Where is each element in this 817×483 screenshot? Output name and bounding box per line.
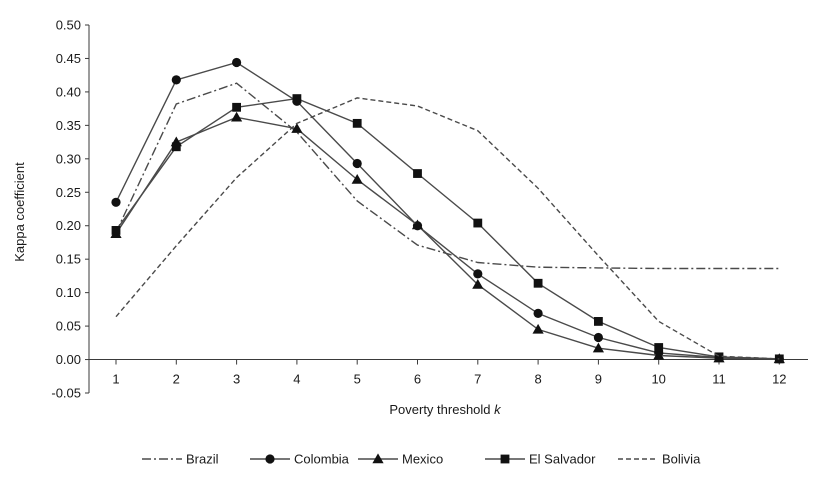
series-line-el-salvador (115, 97, 780, 360)
x-tick-label: 5 (354, 372, 361, 387)
data-point-el-salvador (654, 343, 664, 352)
data-point-colombia (593, 332, 604, 343)
data-point-el-salvador (473, 218, 483, 228)
legend-swatch-marker (500, 454, 510, 464)
data-point-mexico (653, 349, 665, 360)
x-axis-title: Poverty threshold k (389, 402, 502, 417)
x-tick-label: 10 (651, 372, 665, 387)
data-point-el-salvador (413, 169, 422, 178)
data-point-mexico (411, 219, 424, 230)
x-tick-label: 9 (595, 372, 602, 387)
data-point-el-salvador (714, 352, 724, 362)
legend-label: El Salvador (529, 452, 596, 467)
data-point-colombia (352, 158, 362, 169)
series-line-mexico (115, 116, 780, 360)
x-tick-label: 8 (534, 372, 541, 387)
y-tick-label: 0.25 (56, 185, 81, 200)
x-tick-label: 4 (293, 372, 300, 387)
y-tick-label: 0.35 (56, 118, 81, 133)
x-tick-label: 12 (772, 372, 786, 387)
legend-item-el-salvador: El Salvador (485, 452, 596, 467)
x-tick-label: 11 (712, 372, 726, 387)
data-point-colombia (171, 75, 181, 85)
legend: Brazil Colombia Mexico El Salvador Bolivia (142, 452, 701, 467)
y-tick-label: 0.40 (56, 84, 81, 99)
x-axis-title-variable: k (494, 402, 502, 417)
legend-label: Bolivia (662, 452, 701, 467)
x-tick-label: 2 (173, 372, 180, 387)
data-point-el-salvador (232, 102, 241, 112)
legend-label: Mexico (402, 452, 443, 467)
y-tick-label: 0.00 (56, 352, 81, 367)
legend-label: Colombia (294, 452, 350, 467)
axes: 0.50 0.45 0.40 0.35 0.30 0.25 0.20 0.15 0.10 0.05… (51, 18, 808, 401)
data-point-el-salvador (533, 278, 543, 288)
data-point-colombia (111, 197, 121, 207)
series-colombia (111, 57, 784, 364)
y-tick-label: -0.05 (51, 386, 81, 401)
legend-swatch-marker (265, 454, 275, 464)
legend-label: Brazil (186, 452, 219, 467)
data-point-colombia (473, 269, 483, 279)
x-tick-label: 3 (233, 372, 240, 387)
data-point-colombia (533, 308, 543, 318)
legend-item-bolivia: Bolivia (618, 452, 701, 467)
y-tick-label: 0.20 (56, 218, 81, 233)
series-layer (110, 57, 785, 364)
data-point-colombia (232, 57, 242, 68)
legend-item-mexico: Mexico (358, 452, 443, 467)
series-line-colombia (115, 61, 780, 360)
y-tick-label: 0.50 (56, 18, 81, 33)
legend-swatch-marker (372, 453, 384, 464)
series-line-brazil (115, 82, 780, 270)
legend-item-brazil: Brazil (142, 452, 219, 467)
data-point-el-salvador (352, 118, 362, 128)
data-point-mexico (532, 323, 544, 334)
series-mexico (110, 111, 785, 364)
y-tick-label: 0.30 (56, 151, 81, 166)
y-tick-label: 0.45 (56, 51, 81, 66)
series-el-salvador (111, 94, 784, 364)
data-point-mexico (291, 123, 303, 133)
data-point-el-salvador (111, 226, 121, 235)
y-tick-label: 0.15 (56, 252, 81, 267)
legend-item-colombia: Colombia (250, 452, 350, 467)
series-brazil (115, 82, 780, 270)
y-tick-label: 0.10 (56, 285, 81, 300)
data-point-el-salvador (292, 94, 302, 103)
x-tick-label: 7 (474, 372, 481, 387)
x-axis-title-main: Poverty threshold (389, 402, 494, 417)
x-tick-label: 1 (112, 372, 119, 387)
data-point-mexico (351, 173, 363, 184)
y-tick-label: 0.05 (56, 319, 81, 334)
data-point-el-salvador (171, 142, 181, 152)
series-bolivia (115, 97, 780, 360)
data-point-mexico (231, 111, 243, 122)
data-point-mexico (472, 279, 484, 289)
x-tick-label: 6 (414, 372, 421, 387)
data-point-el-salvador (594, 317, 603, 326)
data-point-mexico (592, 342, 604, 353)
y-axis-title: Kappa coefficient (12, 162, 27, 262)
series-line-bolivia (115, 97, 780, 360)
